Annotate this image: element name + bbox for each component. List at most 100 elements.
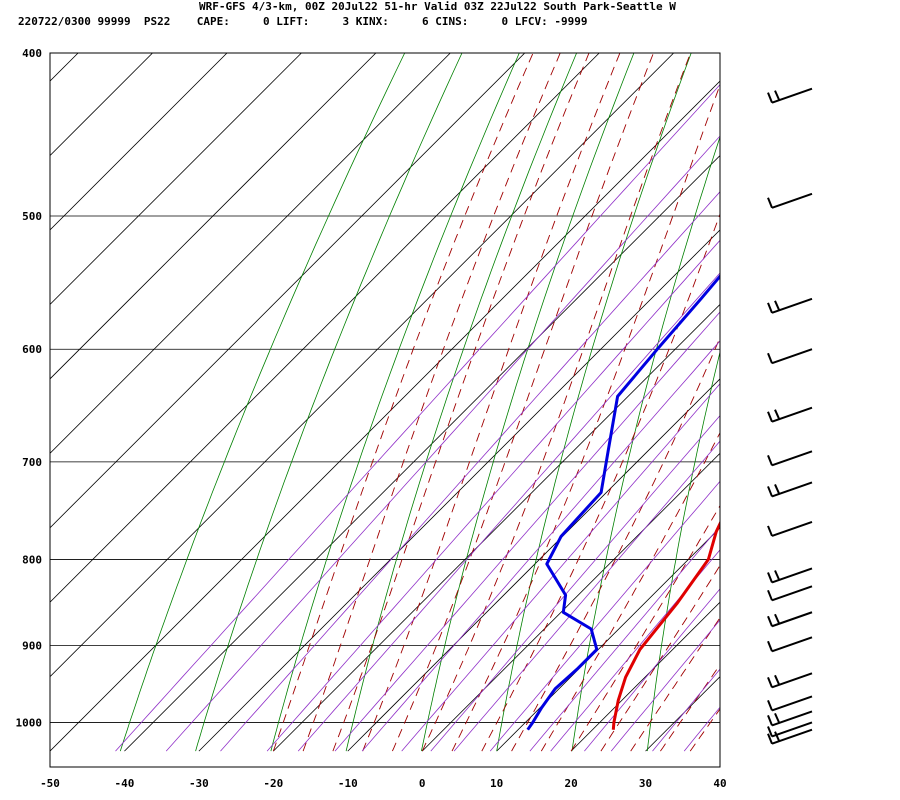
- y-tick-label: 500: [22, 210, 42, 223]
- x-tick-label: -10: [338, 777, 358, 790]
- wind-barbs: [767, 87, 813, 745]
- isotherm-line: [50, 53, 377, 380]
- barb-feather: [774, 484, 780, 494]
- dry-adiabat: [496, 53, 692, 752]
- wind-barb: [767, 672, 813, 689]
- moist-adiabat: [511, 336, 720, 752]
- moist-adiabat: [570, 504, 720, 752]
- mixing-ratio-line: [115, 84, 720, 752]
- barb-feather: [774, 712, 780, 723]
- barb-staff: [771, 728, 813, 745]
- barb-feather: [774, 674, 780, 685]
- y-tick-label: 900: [22, 639, 42, 652]
- dry-adiabat: [270, 53, 520, 752]
- mixing-ratio-line: [220, 191, 720, 752]
- x-tick-label: 0: [419, 777, 426, 790]
- y-tick-label: 1000: [16, 716, 43, 729]
- barb-feather: [774, 409, 780, 420]
- barb-staff: [771, 710, 813, 727]
- barb-feather: [767, 726, 773, 737]
- wind-barb: [767, 297, 813, 314]
- moist-adiabat: [630, 616, 720, 752]
- mixing-ratio-line: [297, 272, 720, 752]
- wind-barb: [767, 611, 813, 628]
- y-tick-label: 600: [22, 343, 42, 356]
- barb-feather: [767, 486, 773, 497]
- barb-staff: [771, 567, 813, 584]
- dry-adiabat: [798, 53, 900, 751]
- mixing-ratio-line: [550, 549, 720, 752]
- dry-adiabat: [345, 53, 577, 752]
- mixing-ratio-line: [165, 135, 720, 752]
- barb-staff: [771, 695, 813, 712]
- barb-feather: [767, 589, 773, 601]
- x-tick-label: -40: [115, 777, 135, 790]
- isotherm-line: [50, 80, 720, 752]
- moist-adiabat: [689, 708, 720, 752]
- x-tick-label: 30: [639, 777, 652, 790]
- moist-adiabat: [391, 53, 654, 752]
- mixing-ratio-line: [334, 311, 720, 752]
- barb-staff: [771, 672, 813, 689]
- moist-adiabat: [302, 53, 561, 752]
- wind-barb: [767, 728, 813, 745]
- isotherm-line: [570, 601, 720, 752]
- y-tick-label: 400: [22, 47, 42, 60]
- barb-feather: [774, 570, 780, 580]
- moist-adiabat: [332, 53, 590, 752]
- barb-feather: [767, 700, 773, 711]
- barb-staff: [771, 406, 813, 423]
- wind-barb: [767, 636, 813, 653]
- x-tick-label: 40: [713, 777, 726, 790]
- wind-barb: [767, 721, 813, 738]
- barb-staff: [771, 87, 813, 104]
- mixing-ratio-line: [430, 415, 720, 752]
- isotherm-line: [273, 303, 720, 752]
- barb-feather: [767, 197, 773, 209]
- x-tick-label: 10: [490, 777, 503, 790]
- dry-adiabat: [723, 53, 864, 751]
- isotherm-line: [50, 53, 600, 603]
- isotherm-line: [421, 452, 720, 752]
- mixing-ratio-line: [610, 619, 720, 752]
- isotherm-line: [50, 53, 451, 454]
- mixing-ratio-line: [401, 383, 720, 752]
- wind-barb: [767, 520, 813, 537]
- barb-staff: [771, 611, 813, 628]
- isotherm-line: [50, 53, 674, 678]
- wind-barb: [767, 710, 813, 727]
- x-tick-label: 20: [564, 777, 577, 790]
- isotherm-line: [124, 154, 720, 752]
- dry-adiabat: [646, 350, 720, 752]
- isotherm-line: [347, 378, 720, 752]
- profiles: [526, 274, 720, 731]
- moist-adiabat: [481, 212, 720, 752]
- barb-feather: [767, 411, 773, 423]
- isotherm-line: [198, 229, 720, 752]
- moist-adiabat: [272, 53, 534, 752]
- moist-adiabat: [719, 750, 720, 752]
- mixing-ratio-line: [529, 525, 720, 752]
- wind-barb: [767, 348, 813, 365]
- x-tick-label: -30: [189, 777, 209, 790]
- isotherm-line: [50, 53, 302, 305]
- chart-header: WRF-GFS 4/3-km, 00Z 20Jul22 51-hr Valid …: [0, 0, 900, 30]
- dry-adiabat: [195, 53, 463, 752]
- mixing-ratio-line: [683, 706, 720, 752]
- mixing-ratio-line: [266, 239, 720, 752]
- mixing-ratio-line: [652, 668, 720, 752]
- wind-barb: [767, 450, 813, 467]
- barb-feather: [774, 613, 780, 624]
- mixing-ratio-line: [361, 340, 720, 752]
- barb-feather: [767, 454, 773, 466]
- isotherm-line: [645, 676, 720, 752]
- y-tick-label: 700: [22, 456, 42, 469]
- moist-adiabat: [540, 431, 720, 752]
- barb-feather: [767, 525, 773, 537]
- isotherm-line: [50, 53, 526, 529]
- header-indices: 220722/0300 99999 PS22 CAPE: 0 LIFT: 3 K…: [18, 15, 588, 28]
- barb-feather: [767, 640, 773, 652]
- temperature-profile: [611, 520, 720, 730]
- mixing-ratio-line: [489, 480, 720, 752]
